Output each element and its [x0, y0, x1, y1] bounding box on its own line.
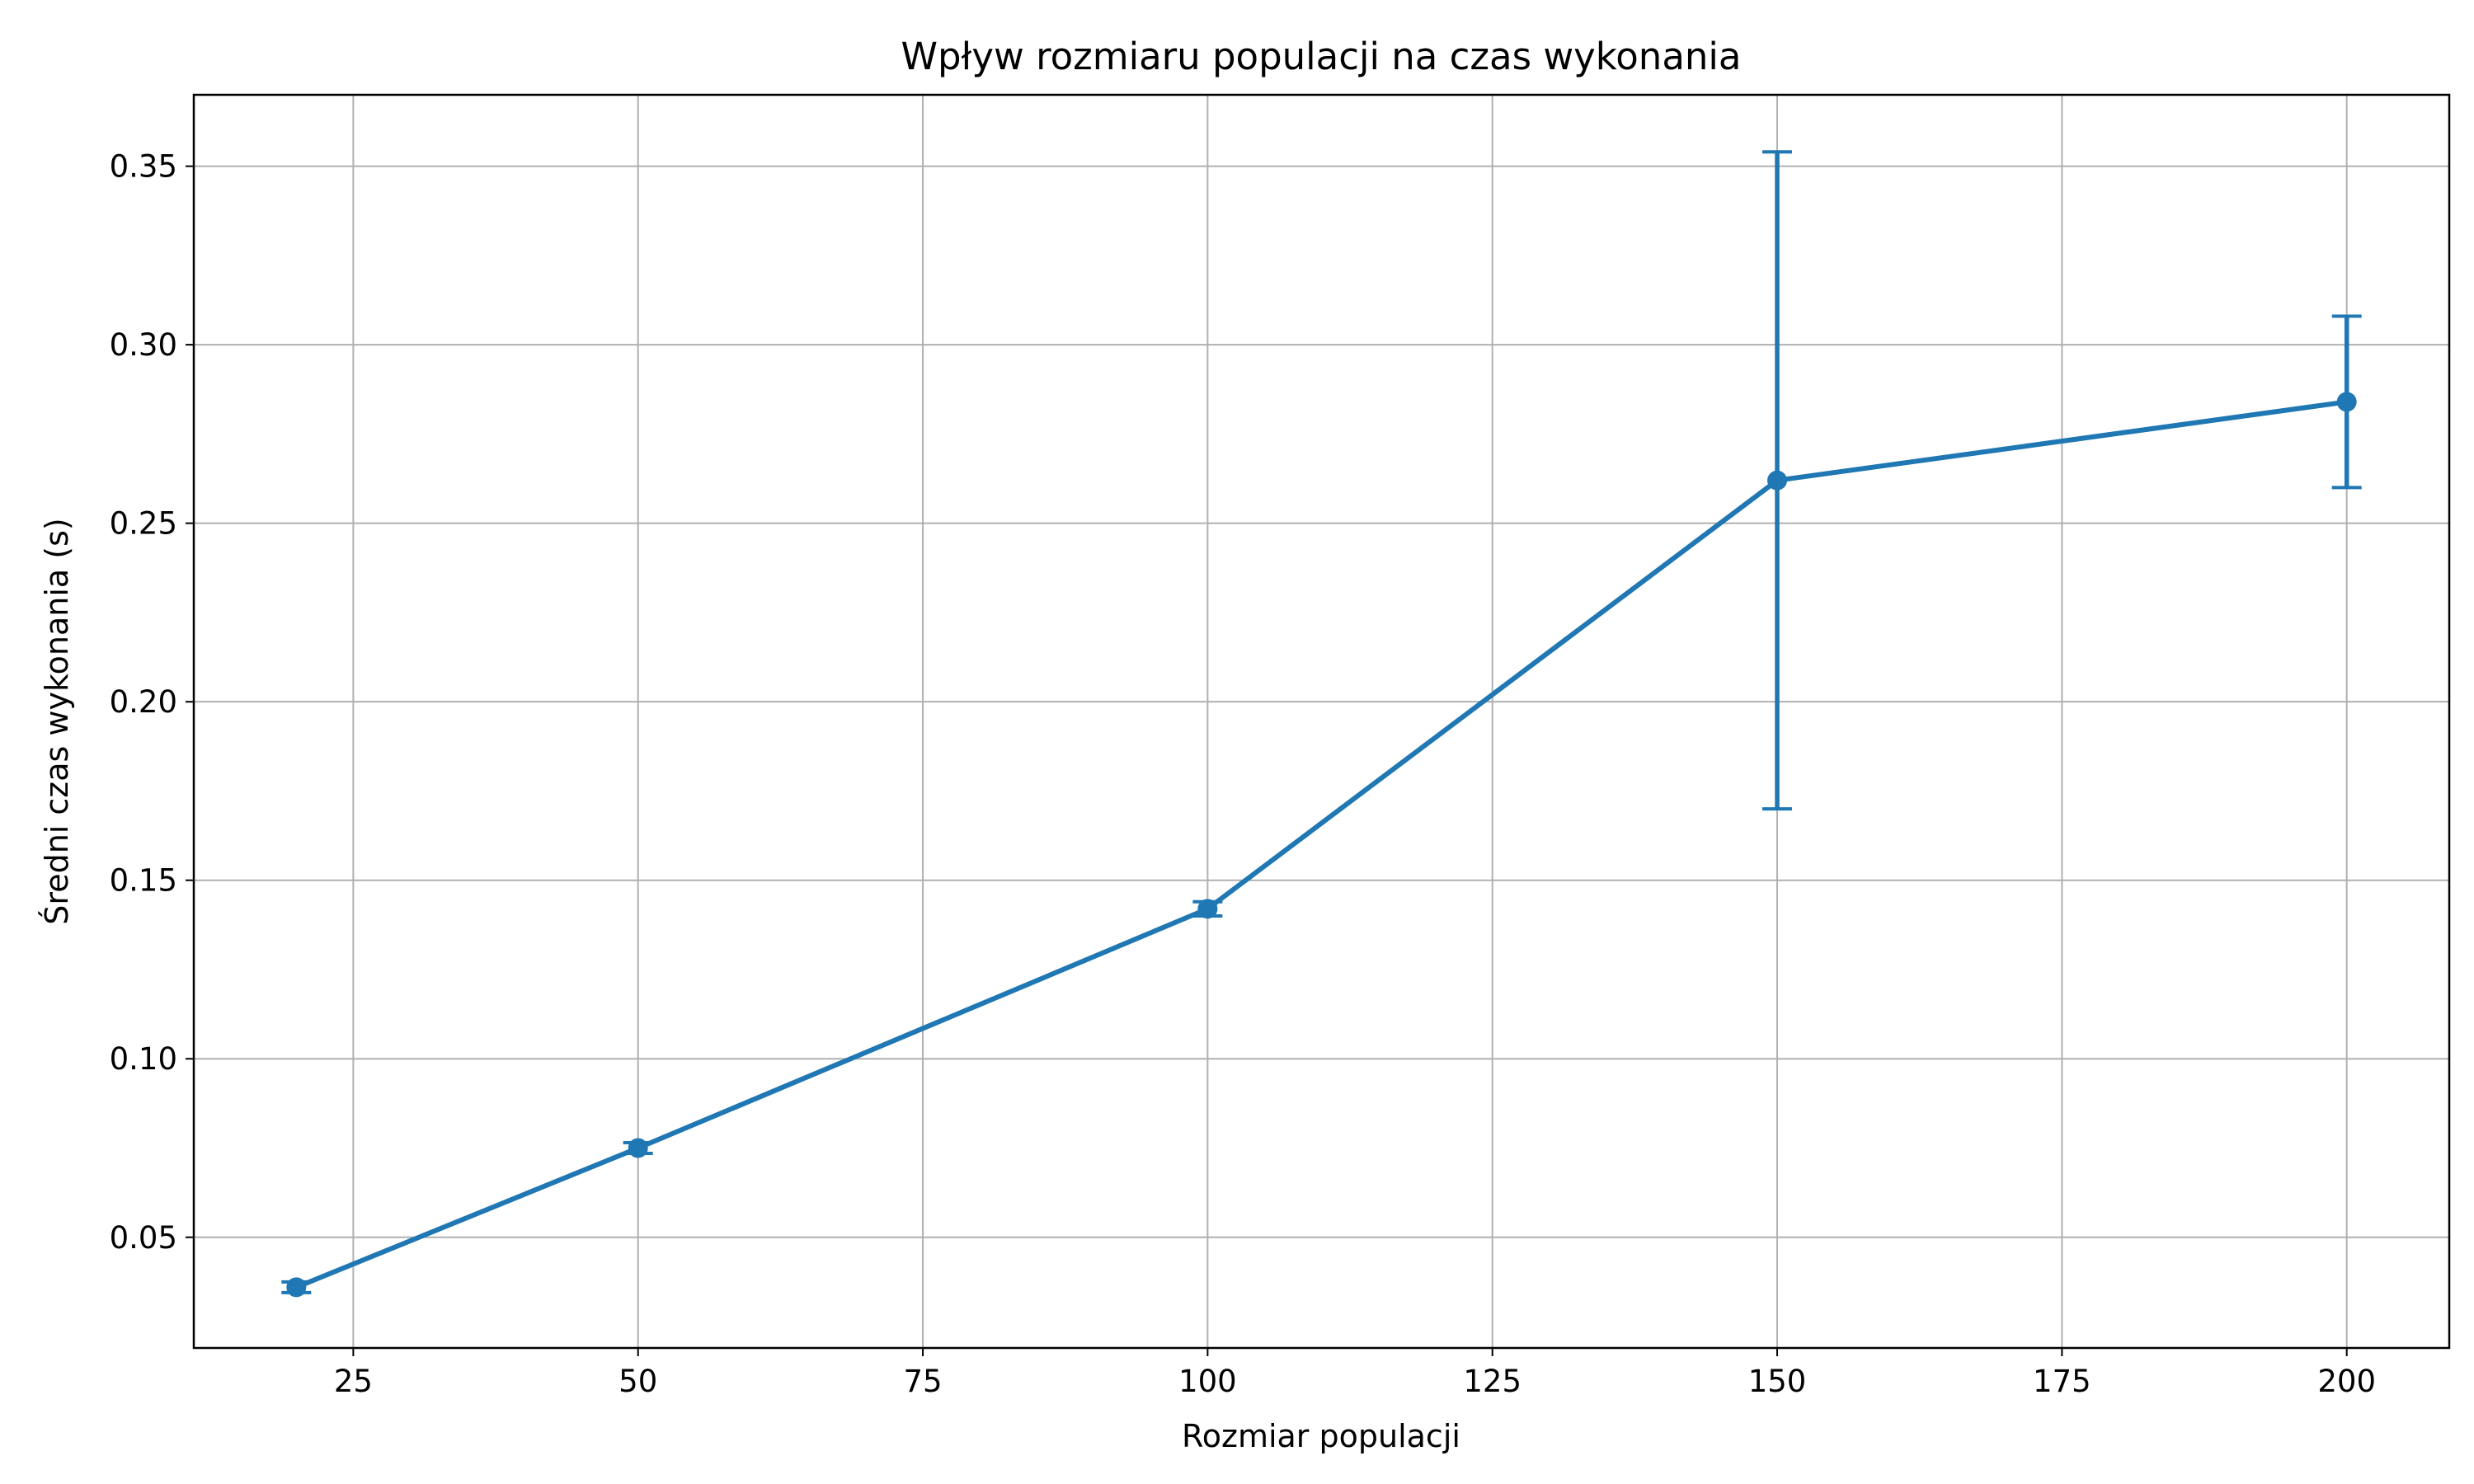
x-tick-label: 50	[618, 1364, 657, 1399]
y-tick-label: 0.35	[110, 149, 177, 185]
series-layer	[281, 150, 2362, 1298]
y-tick-label: 0.25	[110, 506, 177, 542]
x-tick-label: 25	[334, 1364, 373, 1399]
y-tick-label: 0.30	[110, 327, 177, 363]
x-axis-label: Rozmiar populacji	[1182, 1418, 1460, 1454]
data-point	[286, 1277, 307, 1298]
plot-frame	[192, 93, 2451, 1350]
x-tick-label: 75	[903, 1364, 942, 1399]
y-tick-label: 0.05	[110, 1220, 177, 1256]
x-tick-label: 125	[1463, 1364, 1522, 1399]
tick-layer: 25 50 75 100 125 150 175 200 0.05 0.10 0.15 0.20 0.2…	[110, 149, 2376, 1399]
x-tick-label: 100	[1178, 1364, 1237, 1399]
x-tick-label: 200	[2317, 1364, 2376, 1399]
y-tick-label: 0.20	[110, 684, 177, 720]
chart-title: Wpływ rozmiaru populacji na czas wykonan…	[901, 35, 1741, 78]
data-point	[2336, 392, 2357, 412]
data-point	[1767, 470, 1788, 491]
y-tick-label: 0.15	[110, 863, 177, 899]
x-tick-label: 150	[1748, 1364, 1807, 1399]
data-point	[628, 1138, 648, 1158]
x-tick-label: 175	[2033, 1364, 2091, 1399]
y-tick-label: 0.10	[110, 1041, 177, 1077]
data-point	[1197, 899, 1218, 919]
y-axis-label: Średni czas wykonania (s)	[39, 518, 75, 924]
